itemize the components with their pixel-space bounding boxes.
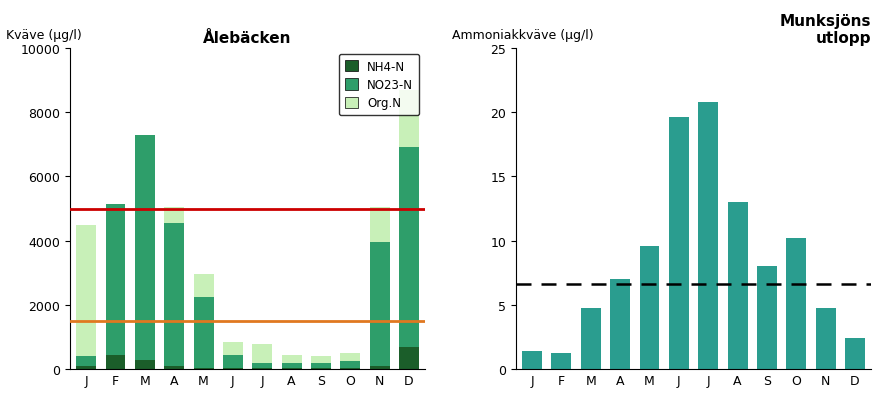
Bar [341,353,360,361]
Bar [223,355,242,368]
Bar [341,368,360,369]
Bar [165,366,184,369]
Bar [105,355,126,369]
Bar [165,223,184,366]
Bar [399,90,419,148]
Bar [194,275,213,297]
Bar [845,338,865,369]
Bar [640,246,659,369]
Bar [135,135,155,360]
Bar [816,308,835,369]
Bar [370,207,389,243]
Bar [581,308,601,369]
Text: Ammoniakkväve (µg/l): Ammoniakkväve (µg/l) [452,29,594,43]
Bar [669,118,689,369]
Bar [281,355,302,363]
Bar [370,243,389,366]
Bar [165,207,184,223]
Bar [311,368,331,369]
Bar [281,363,302,368]
Bar [223,368,242,369]
Bar [135,360,155,369]
Bar [399,347,419,369]
Bar [311,356,331,363]
Bar [252,363,273,368]
Bar [370,366,389,369]
Bar [252,368,273,369]
Bar [194,297,213,368]
Bar [76,356,96,366]
Text: Munksjöns
utlopp: Munksjöns utlopp [780,14,871,46]
Title: Ålebäcken: Ålebäcken [204,31,292,46]
Bar [223,342,242,355]
Bar [698,103,719,369]
Bar [281,368,302,369]
Legend: NH4-N, NO23-N, Org.N: NH4-N, NO23-N, Org.N [339,55,419,116]
Bar [252,344,273,363]
Bar [399,148,419,347]
Bar [757,267,777,369]
Bar [194,368,213,369]
Bar [105,204,126,355]
Bar [76,225,96,356]
Text: Kväve (µg/l): Kväve (µg/l) [6,29,81,43]
Bar [551,352,572,369]
Bar [341,361,360,368]
Bar [610,279,630,369]
Bar [522,351,543,369]
Bar [727,203,748,369]
Bar [786,239,806,369]
Bar [311,363,331,368]
Bar [76,366,96,369]
